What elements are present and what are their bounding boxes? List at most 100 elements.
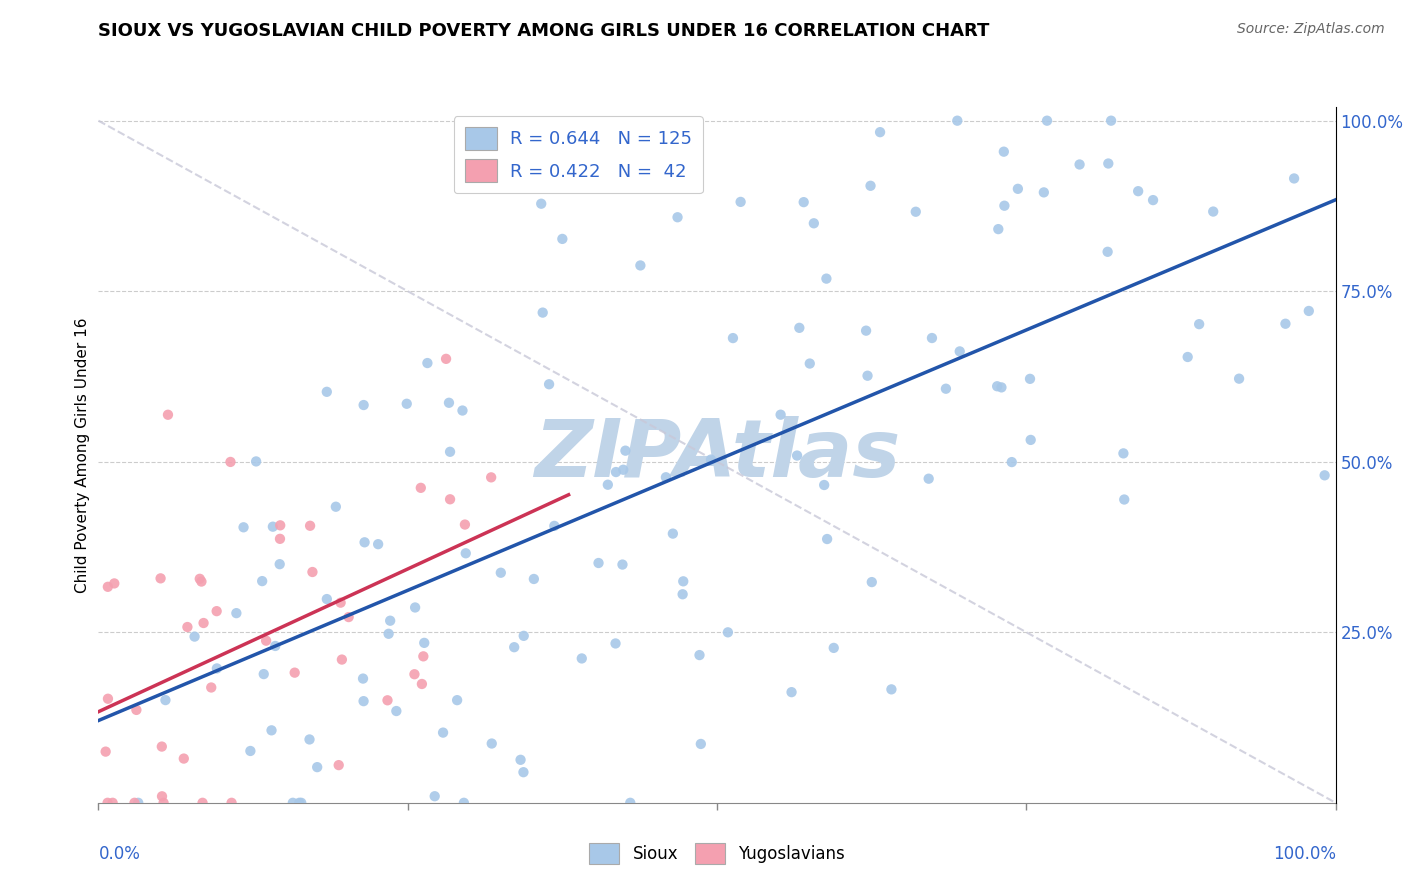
Point: [1001, 455, 1024, 469]
Point: [1069, 157, 1091, 171]
Point: [856, 368, 879, 383]
Point: [815, 532, 838, 546]
Point: [1126, 184, 1149, 198]
Point: [330, 652, 353, 666]
Point: [337, 610, 360, 624]
Point: [803, 216, 825, 230]
Point: [662, 526, 685, 541]
Point: [666, 211, 689, 225]
Point: [434, 351, 457, 366]
Point: [188, 572, 211, 586]
Point: [315, 592, 337, 607]
Point: [730, 194, 752, 209]
Point: [1114, 492, 1136, 507]
Point: [904, 204, 927, 219]
Point: [918, 472, 941, 486]
Point: [395, 397, 418, 411]
Point: [380, 614, 402, 628]
Point: [789, 321, 811, 335]
Point: [512, 629, 534, 643]
Point: [451, 403, 474, 417]
Point: [411, 677, 433, 691]
Point: [423, 789, 446, 804]
Point: [416, 356, 439, 370]
Point: [596, 477, 619, 491]
Point: [1202, 204, 1225, 219]
Point: [860, 575, 883, 590]
Point: [481, 737, 503, 751]
Point: [353, 535, 375, 549]
Point: [1282, 171, 1305, 186]
Point: [193, 615, 215, 630]
Point: [1274, 317, 1296, 331]
Point: [823, 640, 845, 655]
Point: [269, 518, 291, 533]
Point: [353, 398, 375, 412]
Point: [269, 532, 291, 546]
Point: [551, 232, 574, 246]
Point: [612, 463, 634, 477]
Point: [454, 546, 477, 560]
Point: [1032, 186, 1054, 200]
Point: [205, 604, 228, 618]
Point: [655, 470, 678, 484]
Point: [793, 195, 815, 210]
Point: [437, 396, 460, 410]
Point: [232, 520, 254, 534]
Point: [1097, 244, 1119, 259]
Point: [1099, 113, 1122, 128]
Point: [97, 796, 120, 810]
Point: [288, 796, 311, 810]
Text: ZIPAtlas: ZIPAtlas: [534, 416, 900, 494]
Y-axis label: Child Poverty Among Girls Under 16: Child Poverty Among Girls Under 16: [75, 318, 90, 592]
Point: [385, 704, 408, 718]
Point: [571, 651, 593, 665]
Point: [869, 125, 891, 139]
Point: [307, 760, 329, 774]
Point: [689, 737, 711, 751]
Legend: Sioux, Yugoslavians: Sioux, Yugoslavians: [582, 837, 852, 871]
Point: [439, 444, 461, 458]
Text: 100.0%: 100.0%: [1272, 845, 1336, 863]
Point: [352, 672, 374, 686]
Point: [94, 745, 117, 759]
Point: [205, 661, 228, 675]
Point: [377, 627, 399, 641]
Point: [315, 384, 337, 399]
Point: [439, 492, 461, 507]
Point: [1019, 433, 1042, 447]
Point: [1177, 350, 1199, 364]
Point: [353, 694, 375, 708]
Point: [97, 691, 120, 706]
Point: [404, 600, 426, 615]
Point: [221, 796, 243, 810]
Point: [225, 606, 247, 620]
Point: [689, 648, 711, 662]
Point: [1313, 468, 1336, 483]
Point: [672, 574, 695, 589]
Point: [103, 576, 125, 591]
Point: [612, 558, 634, 572]
Point: [125, 703, 148, 717]
Point: [1142, 193, 1164, 207]
Point: [628, 259, 651, 273]
Point: [813, 478, 835, 492]
Point: [149, 571, 172, 585]
Point: [1019, 372, 1042, 386]
Point: [446, 693, 468, 707]
Point: [815, 271, 838, 285]
Point: [101, 796, 124, 810]
Point: [543, 519, 565, 533]
Point: [325, 500, 347, 514]
Point: [479, 470, 502, 484]
Point: [290, 796, 312, 810]
Point: [412, 649, 434, 664]
Point: [880, 682, 903, 697]
Text: 0.0%: 0.0%: [98, 845, 141, 863]
Point: [523, 572, 546, 586]
Point: [921, 331, 943, 345]
Point: [329, 596, 352, 610]
Point: [990, 380, 1012, 394]
Point: [301, 565, 323, 579]
Point: [700, 452, 723, 467]
